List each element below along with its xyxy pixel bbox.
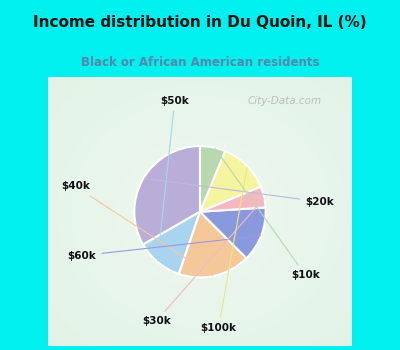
Wedge shape xyxy=(200,187,266,212)
Wedge shape xyxy=(143,212,200,274)
Text: City-Data.com: City-Data.com xyxy=(248,96,322,106)
Wedge shape xyxy=(179,212,246,278)
Text: $50k: $50k xyxy=(158,96,189,261)
Wedge shape xyxy=(200,146,225,212)
Wedge shape xyxy=(134,146,200,245)
Text: Income distribution in Du Quoin, IL (%): Income distribution in Du Quoin, IL (%) xyxy=(33,15,367,30)
Text: $30k: $30k xyxy=(142,198,264,326)
Wedge shape xyxy=(200,208,266,258)
Text: Black or African American residents: Black or African American residents xyxy=(81,56,319,69)
Text: $10k: $10k xyxy=(215,148,320,280)
Text: $20k: $20k xyxy=(144,178,334,206)
Text: $100k: $100k xyxy=(200,167,247,333)
Text: $60k: $60k xyxy=(68,236,260,260)
Text: $40k: $40k xyxy=(61,182,213,276)
Wedge shape xyxy=(200,151,261,212)
